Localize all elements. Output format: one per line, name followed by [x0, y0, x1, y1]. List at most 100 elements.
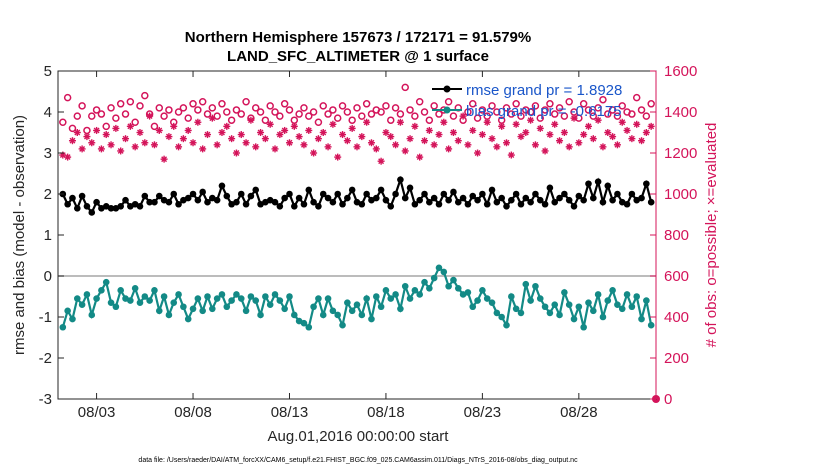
evaluated-obs-point — [348, 124, 356, 132]
evaluated-obs-point — [421, 137, 429, 145]
evaluated-obs-point — [454, 137, 462, 145]
bias-point — [204, 293, 211, 300]
evaluated-obs-point — [194, 118, 202, 126]
rmse-point — [155, 192, 163, 200]
bias-point — [252, 297, 260, 304]
rmse-point — [64, 200, 71, 208]
bias-point — [199, 307, 206, 315]
rmse-point — [445, 196, 452, 204]
evaluated-obs-stroke — [522, 129, 529, 136]
possible-obs-point — [198, 98, 207, 106]
bias-point — [527, 297, 534, 304]
evaluated-obs-stroke — [464, 141, 471, 148]
rmse-point — [117, 203, 124, 210]
bias-point — [319, 311, 327, 319]
evaluated-obs-point — [469, 126, 477, 134]
evaluated-obs-point — [560, 129, 568, 136]
evaluated-obs-stroke — [571, 115, 577, 122]
evaluated-obs-point — [503, 139, 510, 147]
possible-obs-point — [493, 108, 501, 116]
bias-point — [445, 282, 452, 290]
evaluated-obs-stroke — [469, 127, 476, 134]
evaluated-obs-stroke — [363, 119, 370, 126]
possible-obs-point — [613, 112, 622, 120]
bias-point — [291, 311, 298, 319]
bias-point — [623, 291, 631, 298]
right-tick-label: 1200 — [664, 145, 697, 162]
possible-obs-point — [353, 104, 361, 112]
evaluated-obs-point — [430, 141, 438, 149]
evaluated-obs-stroke — [112, 125, 119, 132]
evaluated-obs-point — [570, 114, 578, 122]
bias-point — [406, 295, 414, 302]
evaluated-obs-point — [339, 131, 347, 139]
evaluated-obs-point — [623, 126, 631, 134]
bias-point — [141, 293, 149, 300]
evaluated-obs-point — [122, 135, 130, 143]
left-tick-label: 3 — [44, 145, 52, 162]
bias-point — [643, 297, 650, 304]
possible-obs-point — [160, 112, 168, 120]
possible-obs-point — [102, 122, 110, 131]
evaluated-obs-point — [88, 139, 96, 147]
evaluated-obs-stroke — [137, 129, 143, 136]
evaluated-obs-point — [310, 149, 318, 157]
evaluated-obs-point — [112, 124, 120, 132]
possible-obs-point — [266, 102, 274, 110]
possible-obs-point — [97, 110, 106, 118]
bias-point — [464, 289, 472, 296]
possible-obs-point — [478, 106, 487, 114]
possible-obs-point — [203, 110, 212, 118]
evaluated-obs-stroke — [132, 143, 139, 150]
evaluated-obs-point — [580, 131, 588, 139]
possible-obs-markers — [59, 83, 655, 135]
evaluated-obs-stroke — [387, 133, 394, 140]
rmse-point — [435, 200, 443, 208]
possible-obs-point — [174, 108, 183, 116]
evaluated-obs-stroke — [315, 135, 322, 142]
possible-obs-point — [63, 93, 72, 102]
bias-point — [440, 268, 448, 276]
evaluated-obs-stroke — [503, 139, 510, 146]
left-tick-label: -3 — [39, 391, 52, 408]
bias-point — [102, 278, 110, 286]
legend-bias-label: bias grand pr = -0.6175 — [466, 103, 622, 120]
evaluated-obs-point — [285, 139, 293, 147]
possible-obs-point — [642, 112, 651, 120]
evaluated-obs-stroke — [609, 133, 616, 140]
rmse-point — [372, 194, 380, 202]
rmse-point — [358, 200, 366, 208]
evaluated-obs-point — [324, 143, 332, 151]
rmse-point — [73, 205, 81, 212]
bias-point — [305, 323, 313, 331]
bias-point — [286, 293, 293, 300]
evaluated-obs-point — [271, 145, 279, 153]
evaluated-obs-stroke — [378, 158, 385, 165]
evaluated-obs-point — [175, 143, 183, 151]
evaluated-obs-point — [319, 129, 327, 136]
possible-obs-point — [88, 112, 96, 120]
rmse-point — [78, 192, 86, 200]
evaluated-obs-point — [541, 147, 549, 155]
rmse-point — [450, 188, 457, 196]
evaluated-obs-stroke — [411, 123, 418, 130]
evaluated-obs-stroke — [474, 150, 481, 156]
bias-point — [580, 323, 587, 331]
evaluated-obs-stroke — [546, 131, 553, 138]
evaluated-obs-stroke — [301, 141, 307, 148]
rmse-point — [546, 184, 554, 192]
possible-obs-point — [579, 100, 588, 108]
bias-point — [117, 287, 124, 294]
rmse-point — [498, 194, 505, 202]
evaluated-obs-stroke — [537, 125, 544, 132]
possible-obs-point — [141, 91, 149, 100]
possible-obs-point — [59, 118, 67, 126]
evaluated-obs-stroke — [590, 135, 597, 142]
evaluated-obs-point — [517, 133, 525, 141]
possible-obs-point — [546, 100, 554, 108]
possible-obs-point — [608, 106, 617, 114]
evaluated-obs-stroke — [257, 129, 264, 136]
evaluated-obs-stroke — [175, 143, 182, 150]
evaluated-obs-stroke — [305, 127, 312, 134]
rmse-point — [189, 190, 197, 198]
